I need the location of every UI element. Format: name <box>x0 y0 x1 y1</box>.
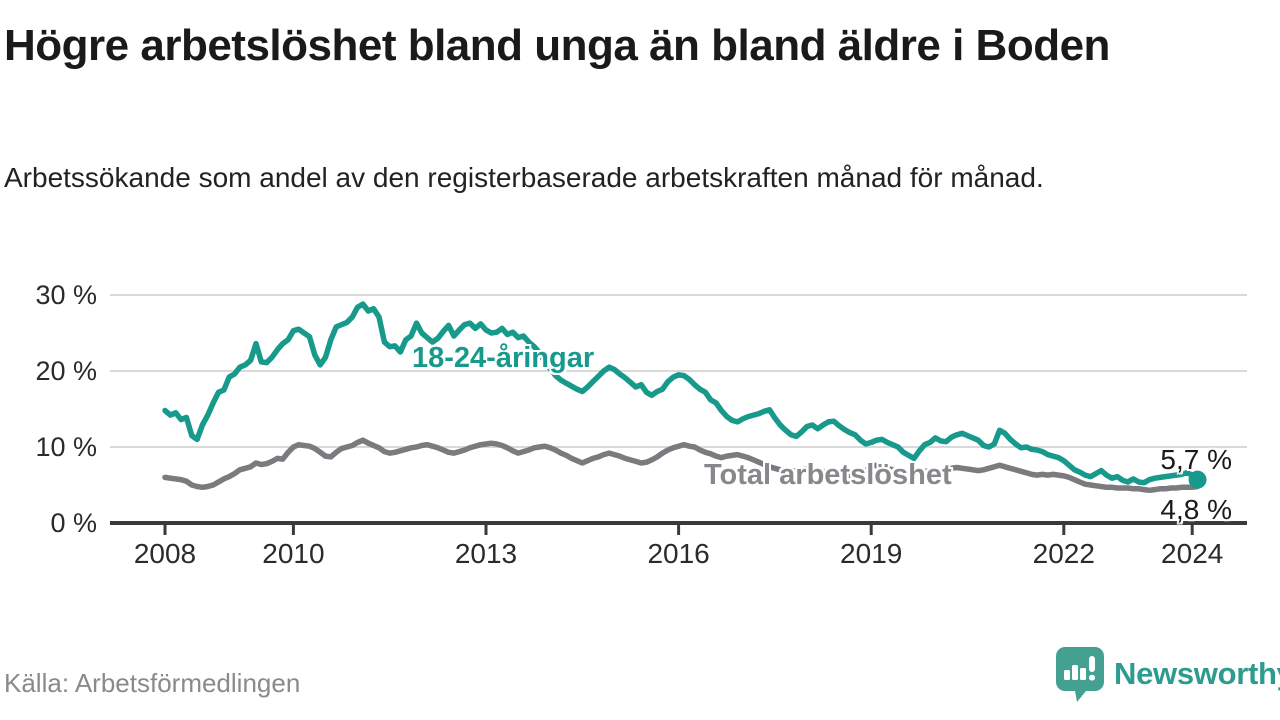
newsworthy-logo: Newsworthy <box>1055 646 1280 702</box>
x-axis-label: 2019 <box>840 538 902 569</box>
y-axis-label: 0 % <box>50 508 97 538</box>
newsworthy-wordmark: Newsworthy <box>1114 656 1280 691</box>
end-value-label-total: 4,8 % <box>1160 494 1232 525</box>
x-axis-label: 2010 <box>262 538 324 569</box>
source-note: Källa: Arbetsförmedlingen <box>4 668 301 698</box>
x-axis-label: 2016 <box>647 538 709 569</box>
x-axis-label: 2022 <box>1033 538 1095 569</box>
y-axis-label: 10 % <box>35 432 97 462</box>
x-axis-label: 2024 <box>1161 538 1223 569</box>
series-youth-line <box>162 301 1201 486</box>
bar-chart-speech-bubble-icon <box>1056 647 1104 702</box>
y-axis-label: 20 % <box>35 356 97 386</box>
chart-title: Högre arbetslöshet bland unga än bland ä… <box>4 21 1110 70</box>
x-axis-label: 2013 <box>455 538 517 569</box>
y-axis-label: 30 % <box>35 280 97 310</box>
end-value-label-youth: 5,7 % <box>1160 444 1232 475</box>
series-endpoint-dot <box>1188 470 1207 489</box>
chart-subtitle: Arbetssökande som andel av den registerb… <box>4 162 1044 193</box>
series-label-total: Total arbetslöshet <box>704 459 952 491</box>
series-label-youth: 18-24-åringar <box>412 342 595 374</box>
x-axis-label: 2008 <box>134 538 196 569</box>
series-total-line <box>162 437 1201 494</box>
